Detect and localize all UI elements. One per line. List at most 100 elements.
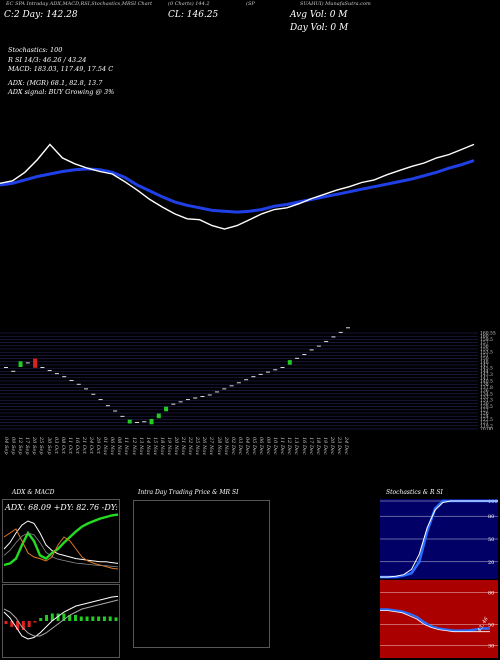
- rsi-tick-label: 80: [488, 591, 494, 597]
- macd-bar: [91, 616, 95, 621]
- adx-readout: ADX: (MGR) 68.1, 82.8, 13.7: [8, 79, 103, 87]
- date-tick-label: 11 Nov: [123, 437, 130, 456]
- price-line: [0, 143, 475, 230]
- price-tick-label: 150: [480, 356, 489, 362]
- avg-volume: Avg Vol: 0 M: [290, 10, 348, 20]
- rsi-tick-label: 50: [488, 622, 494, 628]
- date-tick-label: 14 Nov: [144, 437, 151, 456]
- date-tick-label: 11 Dec: [279, 437, 286, 455]
- candle: [113, 410, 118, 412]
- price-tick-label: 128.5: [480, 404, 493, 410]
- ema-line: [0, 159, 475, 214]
- stoch-tick-label: 20: [488, 560, 494, 566]
- candle: [258, 373, 263, 375]
- macd-bar: [108, 616, 112, 621]
- date-tick-label: 09 Dec: [265, 437, 272, 455]
- date-tick-label: 21 Oct: [80, 437, 87, 454]
- candle: [164, 406, 169, 412]
- macd-readout: MACD: 183.03, 117.49, 17.54 C: [8, 65, 114, 73]
- price-tick-label: 131.3: [480, 398, 493, 404]
- price-tick-label: 160.55: [480, 331, 496, 337]
- date-tick-label: 03 Dec: [236, 437, 243, 455]
- price-tick-label: 130: [480, 401, 489, 407]
- price-tick-label: 145.5: [480, 366, 493, 372]
- candle: [287, 360, 292, 365]
- price-tick-label: 134.5: [480, 391, 493, 397]
- candle: [171, 403, 176, 405]
- date-tick-label: 30 Sep: [45, 437, 52, 455]
- macd-bar: [39, 618, 43, 621]
- rsi-grid: 80 50 30: [380, 591, 498, 649]
- date-tick-label: 11 Oct: [66, 437, 73, 454]
- price-tick-label: 160: [480, 334, 489, 340]
- candle: [309, 349, 314, 351]
- adx-panel: ADX: 68.09 +DY: 82.76 -DY: 15.71: [2, 499, 120, 583]
- price-tick-label: 126: [480, 411, 489, 417]
- date-tick-label: 29 Oct: [95, 437, 102, 454]
- top-label-1: EC SPA Intraday ADX,MACD,RSI,Stochastics…: [6, 1, 153, 7]
- price-tick-label: 137.8: [480, 385, 493, 391]
- macd-bar: [10, 621, 14, 627]
- date-tick-label: 02 Dec: [229, 437, 236, 455]
- candle: [156, 413, 161, 419]
- date-axis: 04 Sep 09 Sep 12 Sep 17 Sep 20 Sep 25 Sep 30 S…: [0, 437, 480, 485]
- moving-average-chart: [0, 143, 475, 230]
- chart-top-labels: EC SPA Intraday ADX,MACD,RSI,Stochastics…: [0, 0, 500, 8]
- candle: [105, 405, 110, 407]
- date-tick-label: 20 Nov: [173, 437, 179, 456]
- candle: [302, 354, 307, 356]
- date-tick-label: 12 Dec: [286, 437, 293, 455]
- macd-bar: [56, 613, 60, 621]
- candle: [338, 331, 343, 333]
- macd-bar: [68, 615, 72, 621]
- candle: [134, 421, 139, 423]
- close-label: CL: 146.25: [168, 10, 219, 20]
- macd-bar: [85, 616, 89, 621]
- date-tick-label: 29 Nov: [222, 437, 229, 456]
- date-tick-label: 08 Oct: [59, 437, 66, 454]
- stoch-rsi-title: Stochastics & R SI: [386, 489, 443, 496]
- macd-bar: [79, 616, 83, 621]
- price-tick-label: 138: [480, 382, 489, 388]
- candlestick-chart: 160.55160159.5157156155153.5151150148147…: [0, 327, 496, 431]
- candle: [222, 388, 227, 390]
- date-tick-label: 24 Dec: [343, 437, 349, 455]
- date-tick-label: 18 Nov: [158, 437, 165, 456]
- top-label-4: SUAHUI) MunafaSutra.com: [300, 1, 371, 7]
- date-tick-label: 03 Oct: [52, 437, 59, 454]
- price-tick-label: 153.5: [480, 350, 493, 356]
- candle: [207, 394, 212, 396]
- date-tick-label: 08 Nov: [116, 437, 123, 456]
- date-tick-label: 16 Dec: [300, 437, 307, 455]
- date-tick-label: 21 Nov: [180, 437, 187, 456]
- macd-bar: [102, 616, 106, 621]
- date-tick-label: 04 Sep: [3, 437, 9, 455]
- candle: [47, 370, 52, 372]
- macd-signal-line: [3, 599, 119, 637]
- mrsi-line: [380, 610, 490, 633]
- rsi-line: [380, 608, 490, 632]
- date-tick-label: 12 Sep: [17, 437, 24, 455]
- candle: [127, 419, 132, 424]
- price-tick-label: 127: [480, 407, 489, 413]
- adx-signal-readout: ADX signal: BUY Growing @ 3%: [8, 88, 115, 96]
- candle: [316, 345, 321, 347]
- price-tick-label: 143.3: [480, 372, 493, 378]
- date-tick-label: 01 Nov: [102, 437, 109, 456]
- date-tick-label: 23 Dec: [335, 437, 342, 455]
- candle: [4, 367, 8, 368]
- date-tick-label: 06 Nov: [109, 437, 116, 456]
- price-axis: 160.55160159.5157156155153.5151150148147…: [480, 331, 496, 431]
- candle: [98, 399, 103, 401]
- price-tick-label: 140.5: [480, 379, 493, 385]
- price-tick-label: 148: [480, 359, 489, 365]
- date-tick-label: 20 Dec: [328, 437, 335, 455]
- macd-bar: [62, 613, 66, 621]
- date-tick-label: 22 Nov: [187, 437, 194, 456]
- top-label-2: (0 Charts) 144.2: [168, 1, 210, 7]
- price-tick-label: 133: [480, 395, 489, 401]
- stoch-tick-label: 50: [488, 537, 494, 543]
- date-tick-label: 04 Dec: [243, 437, 250, 455]
- macd-bar: [73, 615, 77, 621]
